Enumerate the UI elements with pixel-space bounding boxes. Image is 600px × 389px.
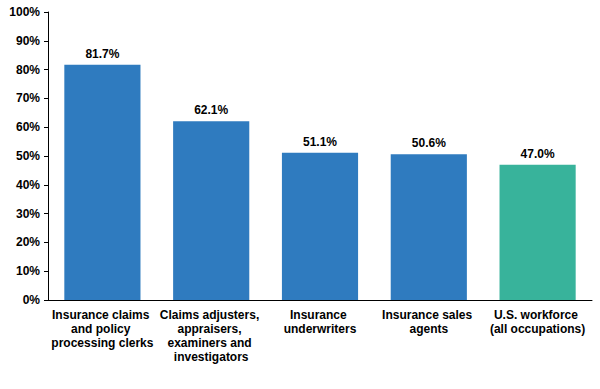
svg-text:70%: 70%: [16, 91, 40, 105]
svg-text:(all occupations): (all occupations): [490, 322, 585, 336]
svg-text:agents: agents: [409, 322, 448, 336]
svg-text:Insurance sales: Insurance sales: [382, 308, 475, 322]
svg-text:50.6%: 50.6%: [412, 136, 446, 150]
svg-text:20%: 20%: [16, 235, 40, 249]
svg-text:50%: 50%: [16, 149, 40, 163]
svg-text:examiners and: examiners and: [168, 336, 255, 350]
svg-text:62.1%: 62.1%: [194, 103, 228, 117]
svg-text:10%: 10%: [16, 264, 40, 278]
svg-text:Insurance: Insurance: [290, 308, 350, 322]
svg-text:investigators: investigators: [174, 350, 249, 364]
svg-text:processing clerks: processing clerks: [51, 336, 153, 350]
svg-text:90%: 90%: [16, 34, 40, 48]
svg-text:Claims adjusters,: Claims adjusters,: [160, 308, 263, 322]
svg-text:80%: 80%: [16, 63, 40, 77]
svg-text:47.0%: 47.0%: [521, 147, 555, 161]
svg-text:0%: 0%: [23, 293, 41, 307]
svg-text:40%: 40%: [16, 178, 40, 192]
svg-text:U.S. workforce: U.S. workforce: [494, 308, 581, 322]
svg-text:underwriters: underwriters: [284, 322, 357, 336]
svg-text:81.7%: 81.7%: [85, 47, 119, 61]
svg-text:Insurance claims: Insurance claims: [52, 308, 153, 322]
svg-text:and policy: and policy: [71, 322, 134, 336]
svg-text:51.1%: 51.1%: [303, 135, 337, 149]
svg-text:appraisers,: appraisers,: [178, 322, 245, 336]
svg-text:100%: 100%: [9, 5, 40, 19]
svg-text:30%: 30%: [16, 207, 40, 221]
svg-text:60%: 60%: [16, 120, 40, 134]
